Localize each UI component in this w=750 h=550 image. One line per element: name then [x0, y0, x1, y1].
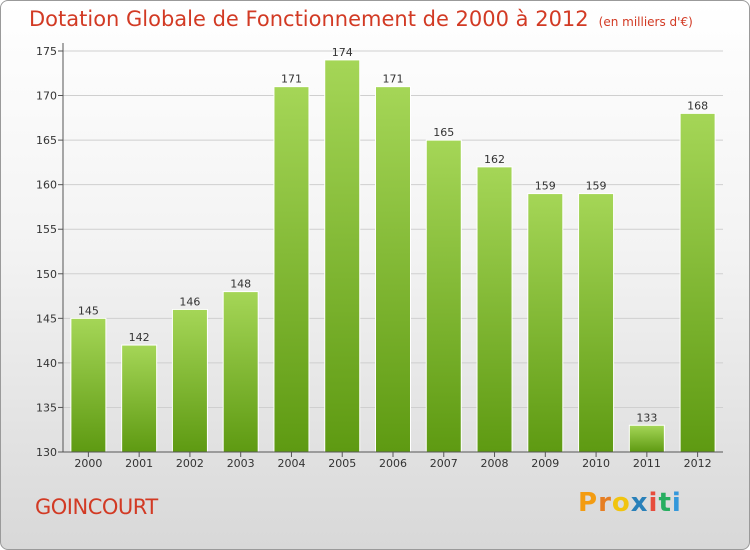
bar: [628, 424, 665, 453]
y-tick-label: 140: [36, 357, 57, 370]
data-label: 142: [129, 331, 150, 344]
y-tick-label: 145: [36, 312, 57, 325]
x-tick-label: 2011: [633, 457, 661, 470]
x-tick-label: 2009: [531, 457, 559, 470]
logo-letter: r: [598, 488, 612, 518]
x-tick-label: 2005: [328, 457, 356, 470]
y-tick-label: 160: [36, 179, 57, 192]
data-label: 174: [332, 46, 353, 59]
x-tick-label: 2006: [379, 457, 407, 470]
x-tick-label: 2002: [176, 457, 204, 470]
logo-letter: t: [658, 488, 672, 518]
proxiti-logo: Proxiti: [578, 488, 682, 518]
logo-letter: o: [611, 488, 631, 518]
bar: [273, 86, 310, 453]
bar: [425, 139, 462, 453]
bar: [121, 344, 158, 453]
logo-letter: x: [630, 488, 649, 518]
bars: [70, 59, 716, 453]
data-label: 146: [179, 295, 200, 308]
x-tick-label: 2001: [125, 457, 153, 470]
x-tick-label: 2004: [277, 457, 305, 470]
chart-unit-label: (en milliers d'€): [598, 15, 693, 29]
y-tick-label: 130: [36, 446, 57, 459]
chart-title: Dotation Globale de Fonctionnement de 20…: [29, 7, 693, 31]
logo-letter: i: [648, 488, 659, 518]
y-tick-label: 165: [36, 134, 57, 147]
x-tick-label: 2003: [227, 457, 255, 470]
data-label: 145: [78, 304, 99, 317]
chart-title-text: Dotation Globale de Fonctionnement de 20…: [29, 7, 589, 31]
y-tick-label: 170: [36, 90, 57, 103]
data-label: 159: [586, 180, 607, 193]
logo-letter: P: [578, 488, 599, 518]
data-label: 171: [281, 73, 302, 86]
data-label: 148: [230, 278, 251, 291]
x-tick-label: 2007: [430, 457, 458, 470]
x-tick-label: 2008: [481, 457, 509, 470]
y-tick-label: 175: [36, 45, 57, 58]
x-tick-label: 2000: [74, 457, 102, 470]
bar: [324, 59, 361, 453]
y-tick-label: 155: [36, 223, 57, 236]
bar: [679, 112, 716, 453]
data-label: 168: [687, 99, 708, 112]
data-label: 159: [535, 180, 556, 193]
x-tick-label: 2012: [684, 457, 712, 470]
bar: [578, 193, 615, 453]
data-label: 162: [484, 153, 505, 166]
y-tick-label: 135: [36, 401, 57, 414]
bar: [70, 317, 107, 453]
x-tick-label: 2010: [582, 457, 610, 470]
bar: [171, 308, 208, 453]
y-tick-label: 150: [36, 268, 57, 281]
labels: 130 135 140 145 150 155 160 165 170 175 145 2000 142…: [36, 45, 712, 470]
commune-name: GOINCOURT: [35, 495, 158, 519]
data-label: 133: [636, 411, 657, 424]
bar: [476, 166, 513, 453]
bar: [222, 291, 259, 453]
logo-letter: i: [671, 488, 682, 518]
axes: [58, 43, 723, 457]
bar: [375, 86, 411, 453]
data-label: 165: [433, 126, 454, 139]
data-label: 171: [383, 73, 404, 86]
bar: [527, 193, 564, 453]
